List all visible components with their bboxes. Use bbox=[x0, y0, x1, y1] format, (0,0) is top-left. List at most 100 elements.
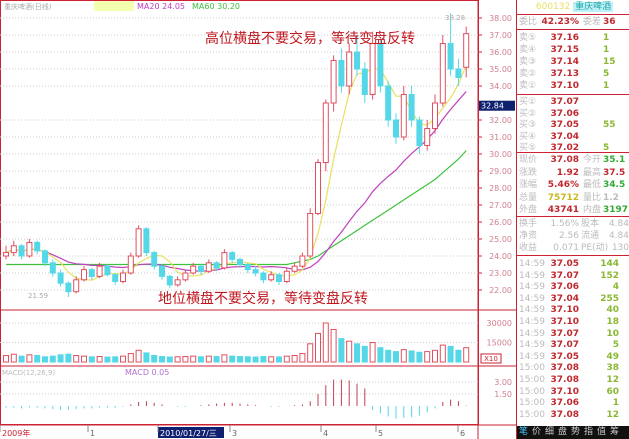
candle-up bbox=[10, 245, 17, 254]
bid-label: 买③ bbox=[519, 120, 537, 130]
bid-label: 买④ bbox=[519, 131, 537, 142]
candle-down bbox=[455, 68, 462, 78]
volume-bar bbox=[182, 356, 189, 363]
trade-row: 15:00 37.08 12 bbox=[519, 409, 629, 421]
ask-price: 37.14 bbox=[550, 57, 579, 67]
tab-2[interactable]: 细 bbox=[544, 427, 554, 437]
volume-bar bbox=[190, 355, 197, 363]
trade-volume: 152 bbox=[600, 270, 619, 281]
price-tick-label: 36.00 bbox=[489, 48, 512, 57]
tab-4[interactable]: 势 bbox=[570, 427, 580, 437]
price-tick-label: 31.00 bbox=[489, 133, 512, 142]
candle-down bbox=[57, 272, 64, 284]
candle-down bbox=[49, 262, 56, 274]
trade-time: 14:59 bbox=[519, 282, 545, 293]
candle-up bbox=[307, 213, 314, 257]
volume-bar bbox=[354, 343, 360, 363]
tab-3[interactable]: 盘 bbox=[557, 427, 567, 437]
volume-tick-label: 15000 bbox=[487, 339, 512, 348]
volume-bar bbox=[26, 354, 33, 363]
ma20-label: MA20 24.05 bbox=[137, 2, 185, 11]
trade-volume: 18 bbox=[606, 317, 619, 327]
stock-chart[interactable]: 38.00 37.00 36.00 35.00 34.00 32.00 31.00 30.00… bbox=[0, 0, 516, 439]
stock-code: 600132 bbox=[535, 2, 571, 12]
candle-up bbox=[73, 279, 80, 293]
volume-bar bbox=[127, 353, 134, 363]
volume-bar bbox=[393, 351, 399, 363]
stat-label: 总量 bbox=[519, 192, 538, 203]
tab-6[interactable]: 值 bbox=[596, 427, 606, 437]
trade-volume: 12 bbox=[606, 375, 619, 385]
candle-up bbox=[3, 252, 9, 257]
ask-volume: 1 bbox=[603, 81, 610, 91]
candle-down bbox=[361, 68, 368, 95]
volume-bar bbox=[330, 329, 337, 363]
bid-price: 37.02 bbox=[550, 143, 579, 153]
ask-volume: 1 bbox=[603, 33, 610, 43]
candle-up bbox=[120, 272, 126, 282]
volume-unit-box bbox=[480, 353, 502, 364]
date-label: 1 bbox=[90, 429, 95, 438]
volume-bar bbox=[73, 355, 80, 363]
fund-row: 收益 0.071 PE(动) 130 bbox=[519, 242, 629, 254]
stat-value-2: 35.1 bbox=[603, 155, 626, 165]
stat-label-2: 量比 bbox=[583, 192, 602, 203]
trade-volume: 49 bbox=[606, 351, 619, 362]
price-tick-label: 27.00 bbox=[489, 201, 512, 210]
candle-up bbox=[291, 265, 298, 272]
trade-volume: 12 bbox=[606, 409, 619, 420]
volume-bar bbox=[455, 349, 462, 363]
stat-label: 涨幅 bbox=[519, 180, 538, 190]
ask-volume: 15 bbox=[603, 57, 616, 67]
candle-down bbox=[276, 274, 282, 283]
ask-row: 卖① 37.10 1 bbox=[519, 80, 629, 92]
fund-value: 2.56 bbox=[558, 231, 579, 241]
candle-up bbox=[299, 255, 306, 267]
trade-volume: 60 bbox=[606, 386, 619, 397]
trade-volume: 5 bbox=[612, 340, 619, 351]
stat-value: 37.08 bbox=[550, 155, 579, 165]
trade-price: 37.06 bbox=[550, 398, 579, 409]
stat-value: 5.46% bbox=[547, 180, 579, 190]
low-price-label: 21.59 bbox=[28, 292, 48, 300]
volume-bar bbox=[400, 349, 407, 363]
stat-label: 外盘 bbox=[519, 205, 538, 215]
quote-panel: 600132 重庆啤酒 委比 42.23% 委差 36 卖⑤ 37.16 1 卖④ 37… bbox=[516, 0, 629, 439]
stat-value: 1.92 bbox=[556, 167, 579, 178]
tab-5[interactable]: 指 bbox=[583, 427, 593, 437]
tab-7[interactable]: 筹 bbox=[609, 427, 619, 437]
stat-value: 75712 bbox=[547, 192, 579, 203]
ask-label: 卖① bbox=[519, 81, 537, 91]
fund-value: 0.071 bbox=[553, 243, 579, 253]
tab-1[interactable]: 价 bbox=[531, 427, 541, 437]
fund-row: 换手 1.56% 股本 4.84 bbox=[519, 218, 629, 230]
ask-row: 卖③ 37.14 15 bbox=[519, 56, 629, 68]
trade-price: 37.08 bbox=[550, 363, 579, 374]
candle-down bbox=[34, 241, 41, 252]
tab-0[interactable]: 笔 bbox=[518, 427, 528, 437]
volume-bar bbox=[244, 356, 251, 363]
date-label: 4 bbox=[323, 429, 328, 438]
volume-bar bbox=[81, 355, 87, 363]
volume-bar bbox=[307, 343, 314, 363]
candle-up bbox=[315, 162, 321, 214]
volume-bar bbox=[463, 347, 470, 363]
ask-price: 37.13 bbox=[550, 69, 579, 79]
fund-label: 换手 bbox=[519, 219, 538, 229]
stat-value-2: 3197 bbox=[603, 205, 629, 215]
volume-bar bbox=[408, 350, 415, 363]
cursor-price-label: 32.84 bbox=[481, 102, 504, 111]
bid-row: 买③ 37.05 55 bbox=[519, 119, 629, 131]
volume-bar bbox=[385, 349, 392, 363]
trade-time: 15:00 bbox=[519, 386, 545, 397]
volume-bar bbox=[447, 345, 454, 363]
weibi-row: 委比 42.23% 委差 36 bbox=[519, 16, 629, 28]
bid-row: 买⑤ 37.02 5 bbox=[519, 142, 629, 154]
bid-volume: 55 bbox=[603, 120, 616, 130]
stat-row: 涨跌 1.92 最高 37.5 bbox=[519, 167, 629, 179]
trade-time: 14:59 bbox=[519, 259, 545, 269]
candle-up bbox=[221, 252, 228, 269]
trade-row: 14:59 37.05 144 bbox=[519, 258, 629, 270]
candle-up bbox=[81, 269, 87, 281]
ma60-label: MA60 30.20 bbox=[192, 2, 240, 11]
